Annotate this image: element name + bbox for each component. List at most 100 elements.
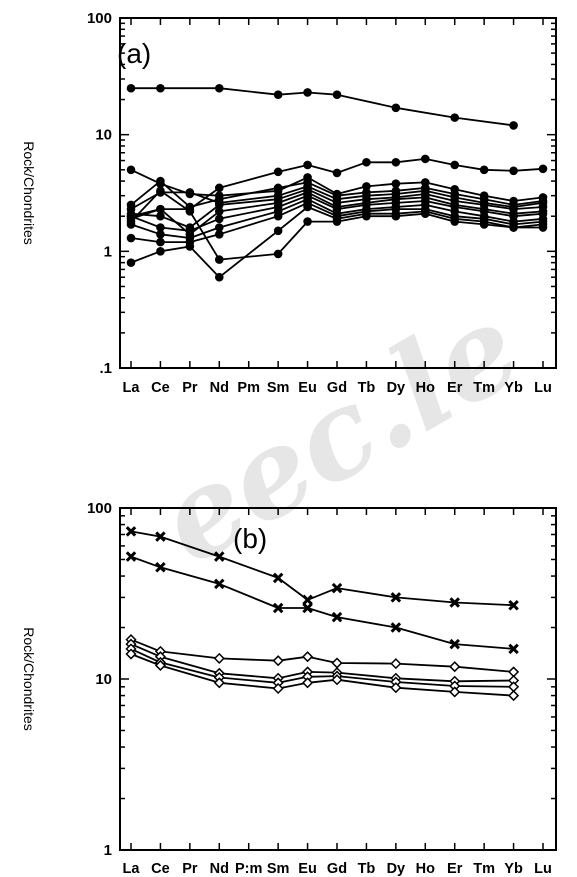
data-point [156,83,165,93]
x-tick-label: Tb [358,380,376,396]
chart-panel-b: 1 10 100 La Ce Pr Nd P:m Sm Eu Gd Tb Dy Ho Er Tm Yb Lu Roc… [21,500,557,877]
x-tick-label: Yb [504,861,523,877]
data-point [302,677,314,689]
data-point [479,165,489,175]
data-point [420,209,430,219]
data-point [479,220,489,229]
data-point [126,233,136,243]
x-tick-label: Dy [387,380,406,396]
data-point [125,648,137,660]
data-point [214,551,225,562]
data-point [302,594,313,606]
data-point [302,651,314,663]
data-point [156,204,165,214]
data-point [214,255,224,264]
data-point [185,242,195,251]
data-point [303,88,312,97]
x-tick-label: Sm [267,380,290,396]
data-point [126,165,136,175]
data-point [362,211,371,221]
x-tick-label: Eu [298,380,317,396]
data-point [156,229,165,239]
data-point [450,113,460,122]
data-point [362,157,371,167]
data-point [214,214,224,224]
data-point [156,186,165,196]
x-tick-label: Tb [358,861,376,877]
data-point [508,681,520,693]
data-point [273,211,283,221]
data-point [214,83,224,93]
data-point [273,183,283,193]
data-point [273,90,283,100]
data-point [449,686,461,698]
data-point [213,652,225,664]
data-point [390,592,402,603]
y-tick-label: 1 [104,243,112,260]
series-line-4 [130,180,544,208]
data-point [420,154,430,164]
data-point [273,249,283,259]
data-point [155,531,166,542]
data-point [332,217,342,226]
data-point [185,188,195,197]
x-tick-label: Tm [473,380,495,396]
data-point [214,229,224,239]
x-tick-label: Nd [210,380,229,396]
data-point [156,223,165,232]
plot-frame [119,17,557,369]
data-point [273,167,283,177]
data-point [332,168,342,178]
data-point [156,211,165,221]
data-point [185,226,195,236]
data-point [214,200,224,210]
x-tick-label: Gd [327,861,347,877]
series-line-9 [130,198,544,239]
x-tick-label: Gd [327,380,347,396]
data-point [390,682,402,694]
data-point [214,183,224,193]
data-point [508,599,519,611]
series-line-12 [130,189,543,261]
data-point [126,258,136,267]
data-point [331,657,343,669]
data-point [302,602,313,614]
data-point [391,157,401,167]
series-line-6 [130,188,544,229]
data-point [156,176,165,186]
data-point [214,272,224,282]
x-tick-label: Tm [473,861,495,877]
x-tick-label: La [123,380,141,396]
data-point [214,223,224,232]
data-point [450,217,460,226]
y-axis-label: Rock/Chondrites [21,627,37,731]
y-tick-label: 1 [104,842,112,859]
x-tick-label: Nd [210,861,229,877]
data-point [272,682,284,695]
data-point [450,160,460,170]
series-line-5 [130,185,544,210]
data-point [185,207,195,216]
panel-label: (b) [233,523,267,554]
data-point [213,677,225,689]
data-point [390,658,402,670]
data-point [214,578,225,590]
data-point [391,179,401,188]
data-point [272,602,284,614]
data-point [331,582,343,594]
y-tick-label: .1 [99,360,112,377]
data-point [154,659,166,672]
data-point [449,597,460,608]
watermark: eec.le [135,276,543,593]
x-tick-label: Ho [416,861,435,877]
data-point [303,160,312,170]
x-tick-label: Ce [151,861,170,877]
x-tick-label: Sm [267,861,290,877]
data-point [126,217,136,226]
data-point [156,237,165,247]
chart-panel-a: .1 1 10 100 La Ce Pr Nd Pm Sm Eu Gd Tb Dy Ho Er Tm Yb Lu Ro… [21,10,557,396]
series-line-8 [130,194,544,232]
x-tick-label: Lu [534,380,552,396]
data-point [303,202,312,212]
